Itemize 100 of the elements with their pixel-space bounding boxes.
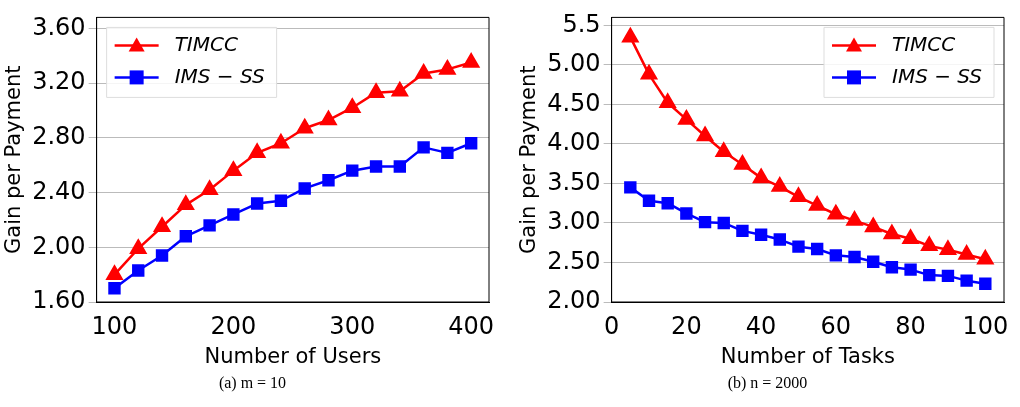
point (865, 217, 882, 233)
point (939, 240, 957, 256)
point (659, 93, 676, 109)
point (904, 263, 917, 276)
point (132, 264, 145, 277)
point (439, 60, 456, 75)
point (680, 207, 693, 220)
point (393, 160, 407, 173)
y-tick-label: 2.00 (547, 286, 601, 315)
point (923, 268, 936, 282)
x-tick-label: 300 (329, 311, 376, 340)
x-tick-label: 40 (745, 311, 777, 340)
point (203, 219, 216, 232)
point (322, 174, 335, 187)
y-tick-label: 5.00 (547, 49, 601, 78)
point (108, 282, 121, 295)
y-axis-title: Gain per Payment (516, 65, 541, 254)
point (790, 187, 807, 203)
point (810, 242, 824, 256)
x-tick-label: 0 (604, 311, 620, 340)
point (177, 195, 194, 211)
point (717, 216, 730, 230)
point (958, 245, 975, 260)
x-axis-title: Number of Tasks (720, 343, 895, 368)
point (736, 224, 749, 238)
y-tick-label: 2.50 (547, 246, 601, 275)
point (153, 217, 171, 232)
point (417, 141, 430, 154)
point (441, 146, 454, 160)
x-axis-title: Number of Users (204, 343, 382, 368)
point (272, 134, 290, 149)
point (642, 194, 656, 208)
y-axis-title: Gain per Payment (1, 65, 26, 254)
x-tick-label: 100 (962, 311, 1009, 340)
point (346, 164, 359, 177)
point (734, 155, 751, 170)
point (792, 240, 805, 253)
point (678, 110, 695, 125)
point (827, 205, 845, 220)
y-tick-label: 3.60 (32, 12, 86, 41)
point (829, 249, 843, 262)
point (977, 250, 994, 265)
point (696, 126, 714, 142)
point (698, 215, 712, 229)
point (298, 182, 311, 195)
x-tick-label: 200 (210, 311, 257, 340)
text: (b) n = 2000 (726, 374, 809, 392)
x-tick-label: 400 (448, 311, 495, 340)
point (921, 236, 938, 252)
point (227, 208, 240, 221)
y-tick-label: 3.00 (547, 207, 601, 236)
point (979, 277, 992, 291)
point (752, 168, 770, 184)
point (960, 274, 973, 287)
y-tick-label: 2.40 (32, 176, 86, 205)
point (248, 143, 266, 159)
x-tick-label: 60 (820, 311, 852, 340)
point (622, 27, 639, 43)
legend-label: TIMCC (892, 31, 956, 56)
legend-label: TIMCC (174, 31, 238, 56)
y-tick-label: 2.80 (32, 122, 86, 151)
point (867, 255, 880, 268)
y-tick-label: 4.00 (547, 128, 601, 157)
y-tick-label: 3.20 (32, 67, 86, 96)
y-tick-label: 4.50 (547, 88, 601, 117)
point (462, 53, 480, 68)
point (773, 233, 786, 246)
point (715, 142, 732, 158)
point (846, 211, 863, 226)
point (274, 194, 288, 207)
x-tick-label: 20 (671, 311, 702, 340)
point (624, 181, 637, 194)
point (391, 82, 409, 97)
point (225, 161, 242, 176)
point (464, 137, 478, 150)
point (848, 250, 861, 264)
y-tick-label: 5.5 (562, 9, 601, 38)
point (771, 177, 788, 192)
y-tick-label: 1.60 (32, 286, 86, 315)
point (369, 160, 383, 173)
x-tick-label: 100 (91, 311, 138, 340)
point (808, 196, 826, 211)
legend-label: IMS − SS (892, 63, 983, 88)
point (250, 197, 264, 210)
point (179, 230, 193, 243)
x-tick-label: 80 (895, 311, 926, 340)
point (640, 65, 658, 80)
point (344, 98, 361, 113)
point (902, 229, 919, 245)
point (367, 83, 385, 98)
text: (a) m = 10 (217, 374, 288, 392)
point (415, 64, 432, 79)
point (320, 110, 337, 126)
point (201, 180, 218, 196)
point (885, 261, 899, 274)
legend-label: IMS − SS (174, 63, 265, 88)
point (296, 118, 313, 134)
point (155, 249, 169, 262)
y-tick-label: 2.00 (32, 231, 86, 260)
y-tick-label: 3.50 (547, 167, 601, 196)
